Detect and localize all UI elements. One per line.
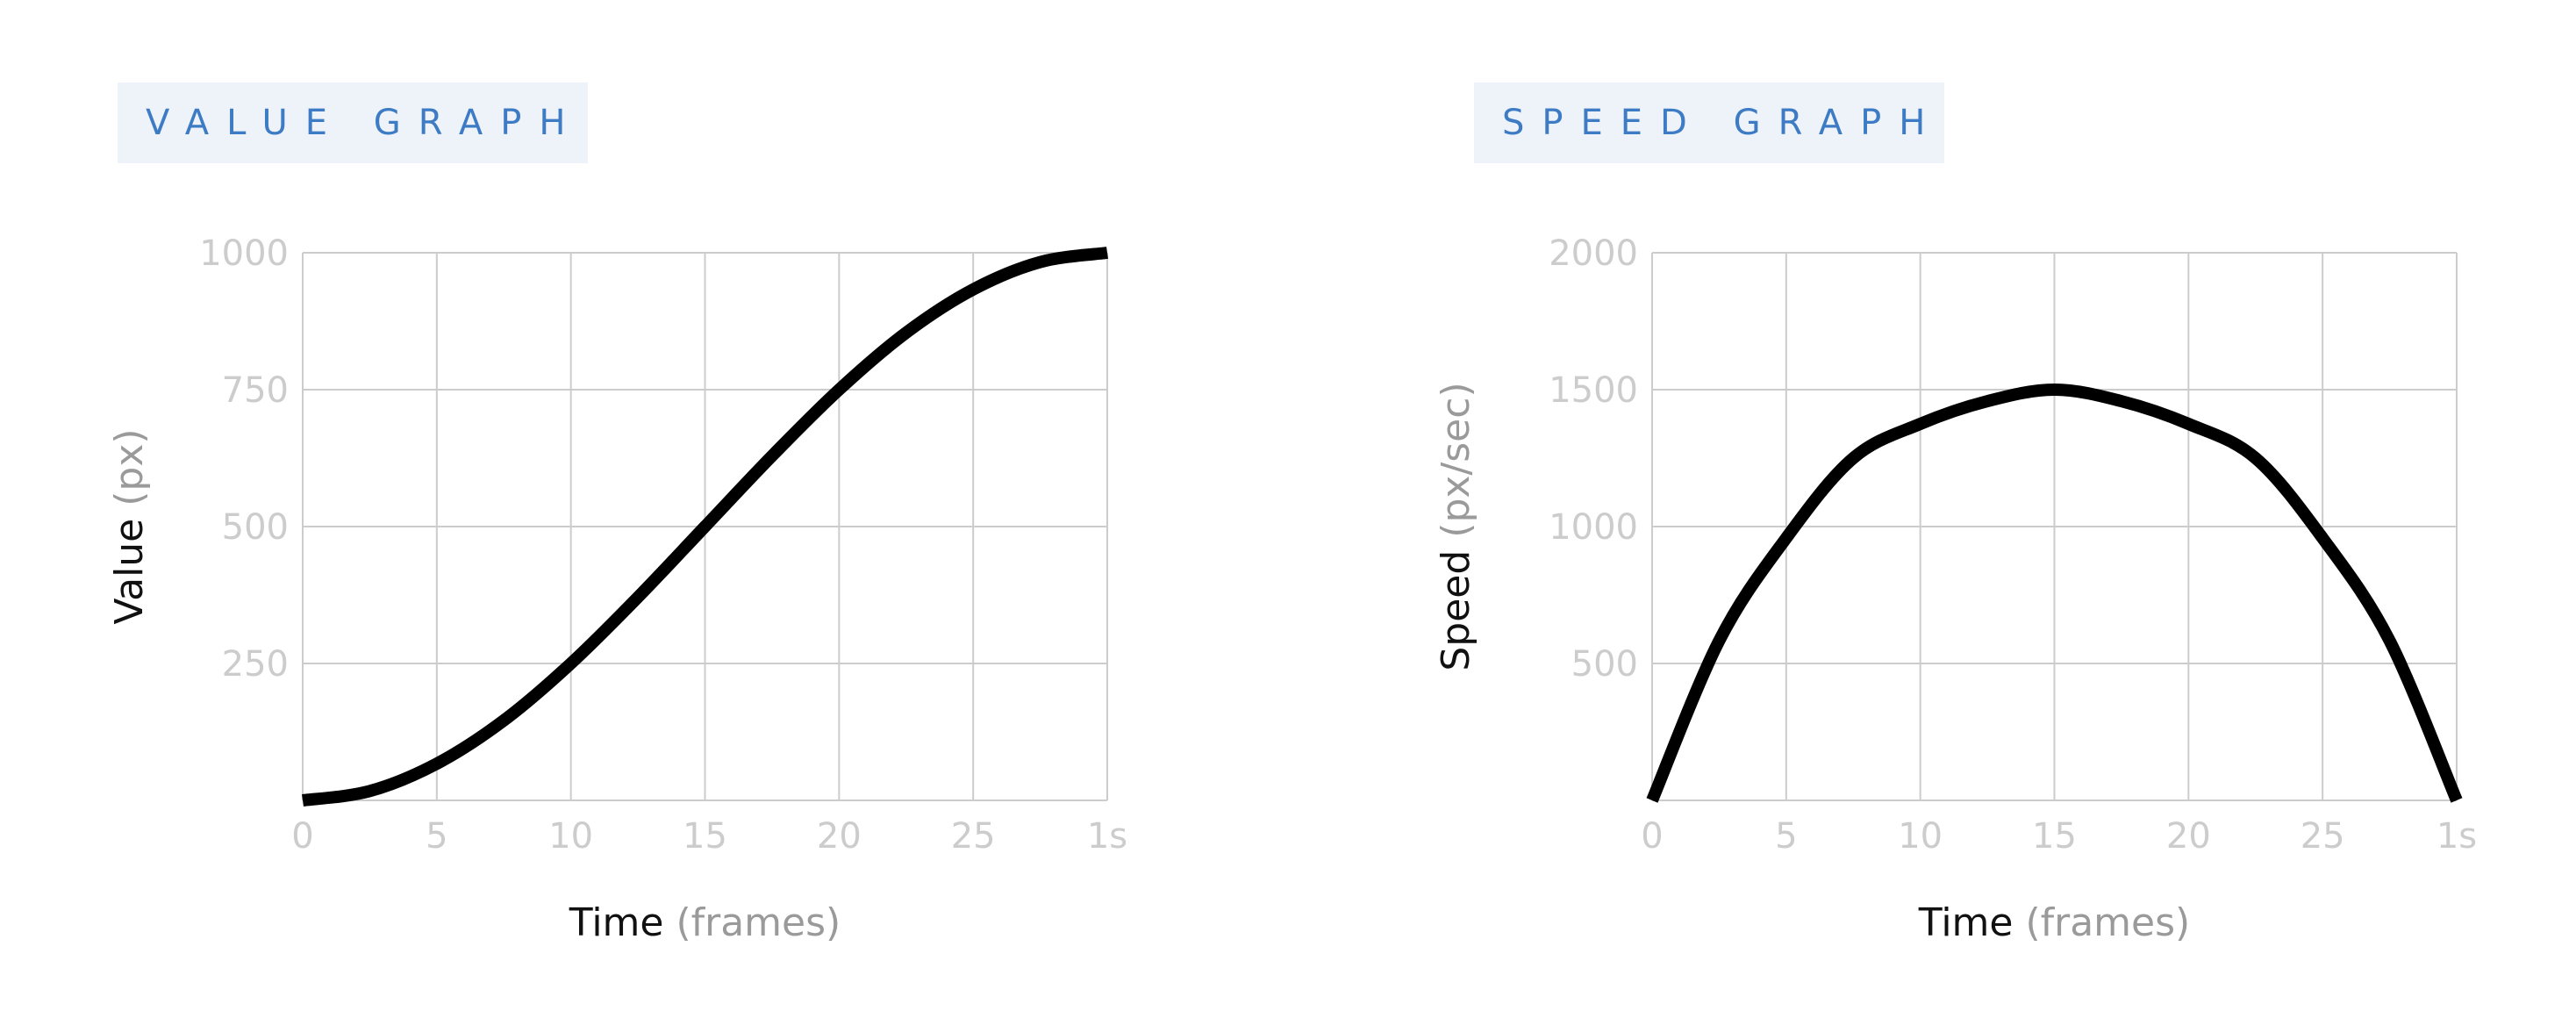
speed-y-axis-title: Speed <box>1434 538 1478 671</box>
speed-x-tick-label: 0 <box>1641 816 1663 857</box>
speed-graph-label: SPEED GRAPH <box>1502 103 1943 143</box>
value-y-tick-label: 250 <box>222 644 289 685</box>
speed-graph-label-box: SPEED GRAPH <box>1474 82 1944 163</box>
value-chart: 0 5 10 15 20 25 1s 250 500 750 1000 Time (frames) Va… <box>107 233 1127 945</box>
speed-graph-panel: SPEED GRAPH <box>1342 0 2576 1011</box>
value-x-tick-label: 1s <box>1087 816 1127 857</box>
speed-x-tick-label: 15 <box>2032 816 2077 857</box>
speed-y-axis-label: Speed (px/sec) <box>1434 382 1478 670</box>
value-y-axis-title: Value <box>107 506 152 625</box>
speed-y-tick-label: 1500 <box>1549 370 1638 411</box>
value-x-tick-label: 15 <box>683 816 727 857</box>
value-x-axis-title: Time <box>569 900 676 945</box>
value-y-axis-unit: (px) <box>107 428 152 506</box>
speed-y-tick-label: 500 <box>1571 644 1638 685</box>
value-y-tick-label: 1000 <box>199 233 289 274</box>
speed-x-axis-label: Time (frames) <box>1918 900 2190 945</box>
value-y-axis-label: Value (px) <box>107 428 152 624</box>
value-curve-line <box>302 247 1108 807</box>
value-x-tick-label: 10 <box>548 816 593 857</box>
value-graph-label: VALUE GRAPH <box>146 103 583 143</box>
speed-x-axis-unit: (frames) <box>2025 900 2190 945</box>
value-x-axis-label: Time (frames) <box>569 900 841 945</box>
value-x-tick-label: 5 <box>426 816 447 857</box>
speed-x-tick-label: 1s <box>2436 816 2477 857</box>
speed-x-tick-label: 25 <box>2301 816 2345 857</box>
speed-x-tick-label: 10 <box>1898 816 1943 857</box>
speed-y-tick-label: 1000 <box>1549 507 1638 548</box>
value-graph-panel: VALUE GRAPH <box>118 82 588 163</box>
value-x-tick-label: 0 <box>291 816 313 857</box>
speed-chart: 0 5 10 15 20 25 1s 500 1000 1500 2000 Time (frames)… <box>1434 233 2477 945</box>
speed-x-tick-label: 20 <box>2166 816 2211 857</box>
speed-y-tick-label: 2000 <box>1549 233 1638 274</box>
value-x-tick-label: 25 <box>951 816 996 857</box>
value-graph-label-box: VALUE GRAPH <box>118 82 588 163</box>
speed-y-axis-unit: (px/sec) <box>1434 382 1478 537</box>
speed-x-axis-title: Time <box>1918 900 2026 945</box>
speed-x-tick-label: 5 <box>1775 816 1797 857</box>
value-y-tick-label: 750 <box>222 370 289 411</box>
value-x-axis-unit: (frames) <box>676 900 841 945</box>
value-x-tick-label: 20 <box>817 816 862 857</box>
speed-curve-line <box>1646 384 2463 803</box>
value-y-tick-label: 500 <box>222 507 289 548</box>
